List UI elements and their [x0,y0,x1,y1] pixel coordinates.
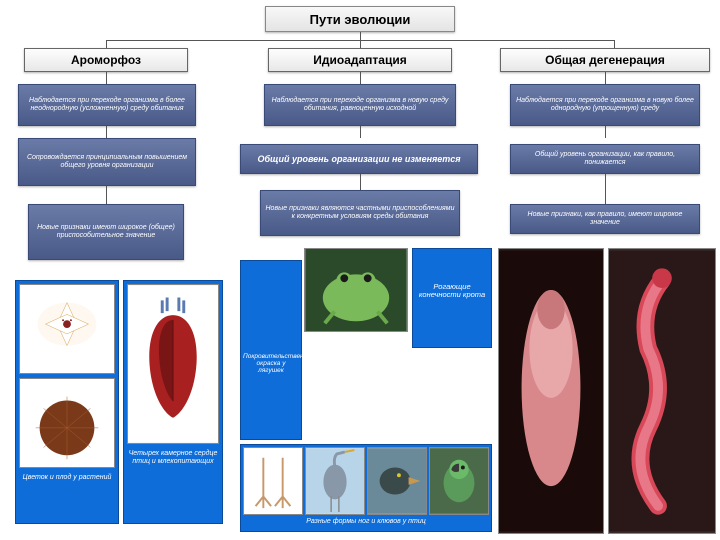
connector [106,72,107,84]
flower-icon [20,285,114,373]
col2-img3-caption: Разные формы ног и клювов у птиц [243,518,489,526]
col2-img1-caption: Покровительственная окраска у лягушек [243,353,299,374]
connector [360,32,361,40]
col1-desc1: Наблюдается при переходе организма в бол… [18,84,196,126]
col1-desc3: Новые признаки имеют широкое (общее) при… [28,204,184,260]
col1-header: Ароморфоз [24,48,188,72]
connector [605,174,606,204]
parasite1-image [498,248,604,534]
col2-desc3: Новые признаки являются частными приспос… [260,190,460,236]
col2-img-frog: Покровительственная окраска у лягушек [240,260,302,440]
connector [605,72,606,84]
col1-desc2-text: Сопровождается принципиальным повышением… [23,154,191,171]
col3-header-text: Общая дегенерация [545,53,665,67]
connector [360,174,361,190]
bird4-image [429,447,489,515]
parasite1-icon [499,249,603,533]
fruit-icon [20,379,114,467]
col3-desc3: Новые признаки, как правило, имеют широк… [510,204,700,234]
col2-desc3-text: Новые признаки являются частными приспос… [265,205,455,222]
col1-img2-caption: Четырех камерное сердце птиц и млекопита… [127,450,219,465]
col2-header: Идиоадаптация [268,48,452,72]
connector [106,40,107,48]
fruit-image [19,378,115,468]
col3-desc1: Наблюдается при переходе организма в нов… [510,84,700,126]
heart-icon [128,285,218,443]
connector [106,126,107,138]
col2-desc1-text: Наблюдается при переходе организма в нов… [269,97,451,114]
col1-desc3-text: Новые признаки имеют широкое (общее) при… [33,224,179,241]
col2-birds-wrapper: Разные формы ног и клювов у птиц [240,444,492,532]
col3-desc2-text: Общий уровень организации, как правило, … [515,151,695,168]
title-text: Пути эволюции [310,12,411,27]
col3-desc3-text: Новые признаки, как правило, имеют широк… [515,211,695,228]
bird3-image [367,447,427,515]
bird1-image [243,447,303,515]
col3-desc1-text: Наблюдается при переходе организма в нов… [515,97,695,114]
parasite2-icon [609,249,715,533]
connector [106,186,107,204]
connector [605,126,606,138]
connector [360,72,361,84]
heron-icon [306,448,364,514]
flower-image [19,284,115,374]
bird-legs-icon [244,448,302,514]
col1-desc1-text: Наблюдается при переходе организма в бол… [23,97,191,114]
frog-icon [305,249,407,331]
frog-image [304,248,408,332]
connector [614,40,615,48]
col2-desc1: Наблюдается при переходе организма в нов… [264,84,456,126]
bird-head-icon [368,448,426,514]
col1-img1-caption: Цветок и плод у растений [19,474,115,482]
col1-img2-wrapper: Четырех камерное сердце птиц и млекопита… [123,280,223,524]
col2-desc2-text: Общий уровень организации не изменяется [257,154,460,165]
col1-desc2: Сопровождается принципиальным повышением… [18,138,196,186]
connector [360,126,361,138]
col2-img-mole: Рогающие конечности крота [412,248,492,348]
heart-image [127,284,219,444]
col1-header-text: Ароморфоз [71,53,141,67]
parasite2-image [608,248,716,534]
col2-header-text: Идиоадаптация [313,53,406,67]
col2-img2-caption: Рогающие конечности крота [415,283,489,300]
bird2-image [305,447,365,515]
col2-desc2: Общий уровень организации не изменяется [240,144,478,174]
connector [360,40,361,48]
main-title: Пути эволюции [265,6,455,32]
col3-desc2: Общий уровень организации, как правило, … [510,144,700,174]
col1-img-wrapper: Цветок и плод у растений [15,280,119,524]
col3-header: Общая дегенерация [500,48,710,72]
parrot-icon [430,448,488,514]
